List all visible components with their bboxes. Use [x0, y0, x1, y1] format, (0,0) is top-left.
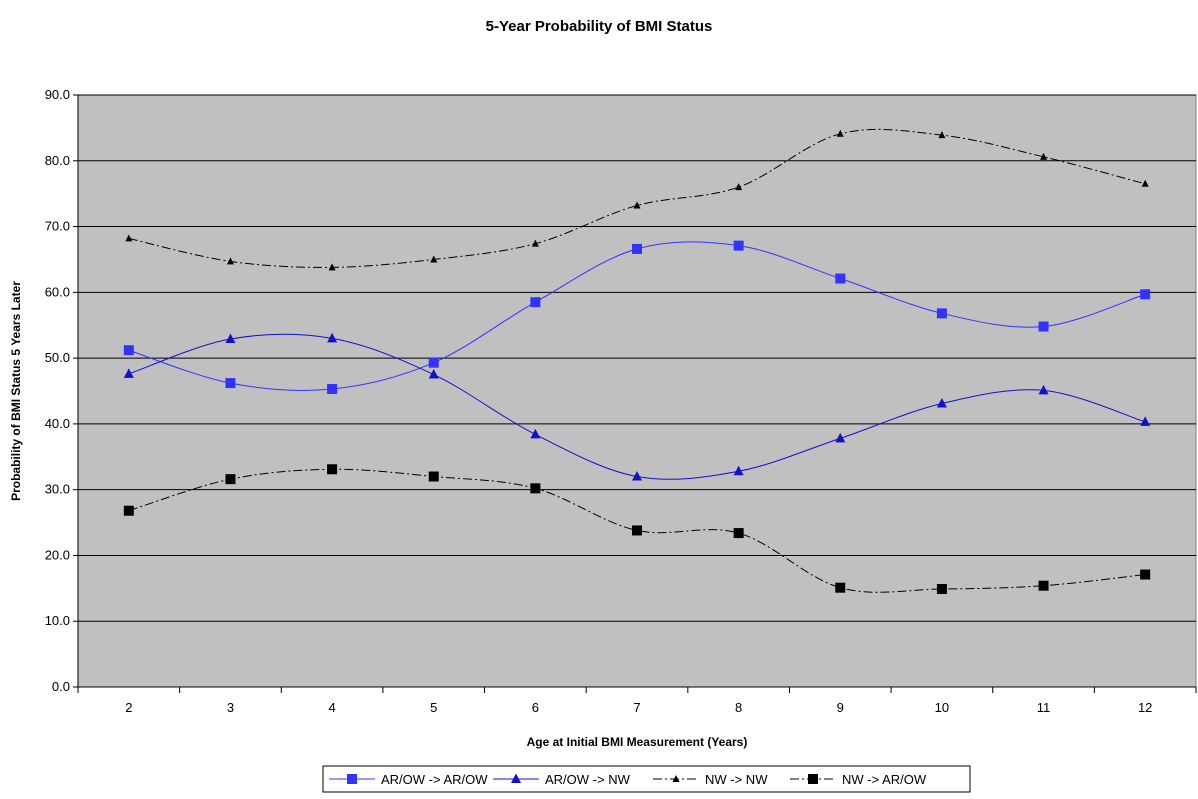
data-point — [1140, 289, 1151, 300]
data-point — [936, 583, 947, 594]
x-tick-label: 5 — [430, 700, 437, 715]
data-point — [633, 201, 641, 209]
data-point — [428, 471, 439, 482]
data-point — [327, 464, 338, 475]
x-axis-title: Age at Initial BMI Measurement (Years) — [527, 735, 748, 749]
y-tick-label: 10.0 — [45, 613, 70, 628]
y-tick-label: 70.0 — [45, 219, 70, 234]
x-tick-label: 10 — [935, 700, 949, 715]
data-point — [1038, 321, 1049, 332]
data-point — [428, 369, 439, 379]
data-point — [836, 129, 844, 137]
data-point — [225, 333, 236, 344]
x-tick-label: 11 — [1037, 700, 1051, 715]
data-point — [733, 240, 744, 251]
y-tick-label: 0.0 — [52, 679, 70, 694]
data-point — [123, 505, 134, 516]
data-point — [530, 428, 541, 439]
y-tick-label: 50.0 — [45, 350, 70, 365]
data-point — [835, 582, 846, 593]
y-tick-label: 90.0 — [45, 87, 70, 102]
y-tick-label: 80.0 — [45, 153, 70, 168]
data-point — [225, 378, 236, 389]
data-point — [226, 257, 234, 265]
legend-marker — [511, 773, 521, 783]
data-point — [530, 297, 541, 308]
series-1 — [123, 240, 1151, 395]
chart-title: 5-Year Probability of BMI Status — [485, 18, 713, 35]
axes: 0.0 10.0 20.0 30.0 40.0 50.0 60.0 70.0 80.0 90.0 2… — [45, 87, 1197, 715]
x-tick-label: 6 — [532, 700, 539, 715]
data-point — [123, 368, 134, 378]
series-2 — [123, 332, 1151, 481]
data-point — [735, 183, 743, 191]
series-line — [128, 128, 1146, 268]
y-tick-label: 40.0 — [45, 416, 70, 431]
plot-area — [77, 94, 1197, 688]
legend-marker — [347, 774, 357, 784]
data-point — [835, 273, 846, 284]
x-tick-label: 7 — [633, 700, 640, 715]
series-3 — [125, 128, 1149, 271]
data-point — [936, 308, 947, 319]
data-point — [531, 239, 539, 247]
legend-label: AR/OW -> NW — [545, 772, 631, 787]
data-point — [1040, 152, 1048, 160]
data-point — [632, 471, 642, 481]
series-4 — [123, 464, 1151, 594]
data-point — [1141, 179, 1149, 187]
data-point — [1140, 569, 1151, 580]
legend-marker — [672, 775, 680, 782]
legend-label: NW -> NW — [705, 772, 768, 787]
data-point — [327, 332, 338, 343]
x-tick-label: 4 — [328, 700, 335, 715]
y-axis-title: Probability of BMI Status 5 Years Later — [9, 281, 23, 501]
legend-label: NW -> AR/OW — [842, 772, 927, 787]
x-tick-label: 3 — [227, 700, 234, 715]
legend-marker — [808, 774, 818, 784]
data-point — [1038, 384, 1049, 395]
legend-label: AR/OW -> AR/OW — [381, 772, 488, 787]
series-lines — [123, 128, 1151, 594]
data-point — [936, 397, 947, 408]
gridlines — [78, 94, 1196, 622]
y-tick-label: 60.0 — [45, 284, 70, 299]
data-point — [1038, 580, 1049, 591]
x-tick-label: 9 — [837, 700, 844, 715]
data-point — [123, 345, 134, 356]
x-tick-label: 8 — [735, 700, 742, 715]
data-point — [225, 474, 236, 485]
data-point — [733, 465, 744, 476]
data-point — [632, 243, 642, 254]
data-point — [428, 357, 439, 368]
data-point — [328, 263, 336, 271]
data-point — [125, 234, 133, 242]
data-point — [530, 483, 541, 494]
legend-box — [322, 765, 971, 793]
data-point — [835, 432, 846, 443]
data-point — [1140, 416, 1151, 426]
x-tick-label: 12 — [1138, 700, 1152, 715]
legend: AR/OW -> AR/OW AR/OW -> NW NW -> NW NW -> A… — [322, 765, 971, 793]
data-point — [327, 384, 338, 395]
data-point — [938, 131, 946, 139]
x-tick-label: 2 — [125, 700, 132, 715]
data-point — [733, 528, 744, 539]
y-tick-label: 20.0 — [45, 547, 70, 562]
data-point — [430, 255, 438, 263]
data-point — [632, 525, 642, 536]
y-tick-label: 30.0 — [45, 482, 70, 497]
